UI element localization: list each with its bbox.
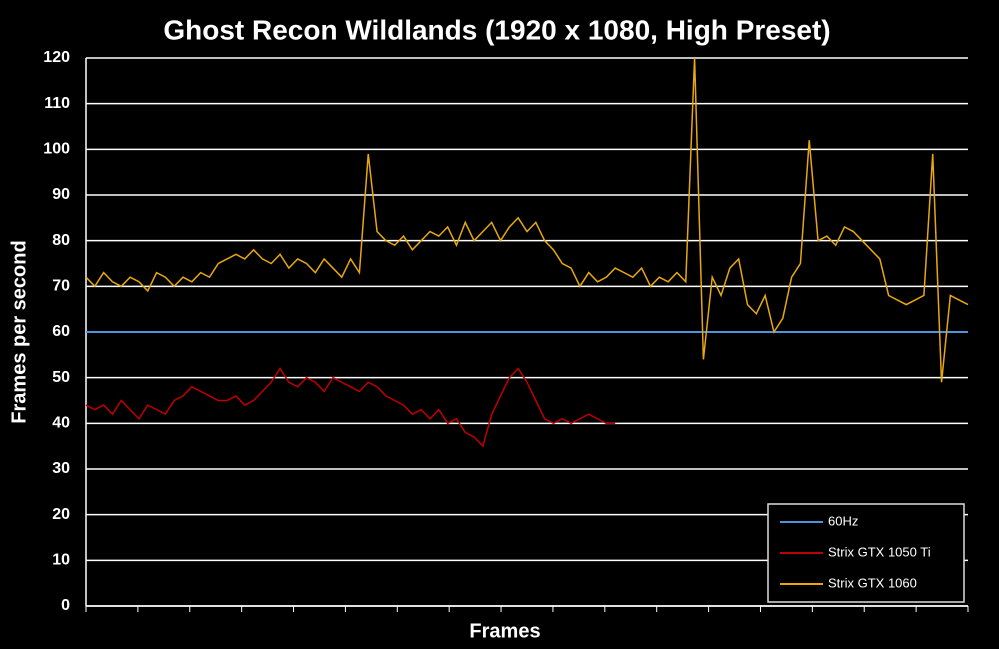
- y-tick-label: 30: [52, 460, 70, 477]
- x-axis-label: Frames: [469, 620, 540, 642]
- y-tick-label: 120: [43, 49, 70, 66]
- y-tick-label: 40: [52, 415, 70, 432]
- chart-title: Ghost Recon Wildlands (1920 x 1080, High…: [163, 14, 830, 45]
- legend: 60Hz Strix GTX 1050 Ti Strix GTX 1060: [767, 503, 965, 603]
- y-tick-label: 90: [52, 186, 70, 203]
- y-tick-label: 0: [61, 597, 70, 614]
- y-tick-label: 60: [52, 323, 70, 340]
- series-line: [85, 57, 969, 383]
- y-tick-label: 80: [52, 232, 70, 249]
- legend-label: Strix GTX 1050 Ti: [828, 544, 931, 559]
- y-tick-label: 10: [52, 552, 70, 569]
- legend-label: 60Hz: [828, 513, 858, 528]
- y-tick-label: 110: [44, 95, 70, 112]
- y-tick-label: 70: [52, 278, 70, 295]
- y-tick-label: 20: [52, 506, 70, 523]
- y-tick-label: 50: [52, 369, 70, 386]
- series-line: [85, 367, 616, 448]
- legend-label: Strix GTX 1060: [828, 575, 917, 590]
- y-tick-label: 100: [43, 141, 70, 158]
- y-axis-label: Frames per second: [8, 240, 30, 423]
